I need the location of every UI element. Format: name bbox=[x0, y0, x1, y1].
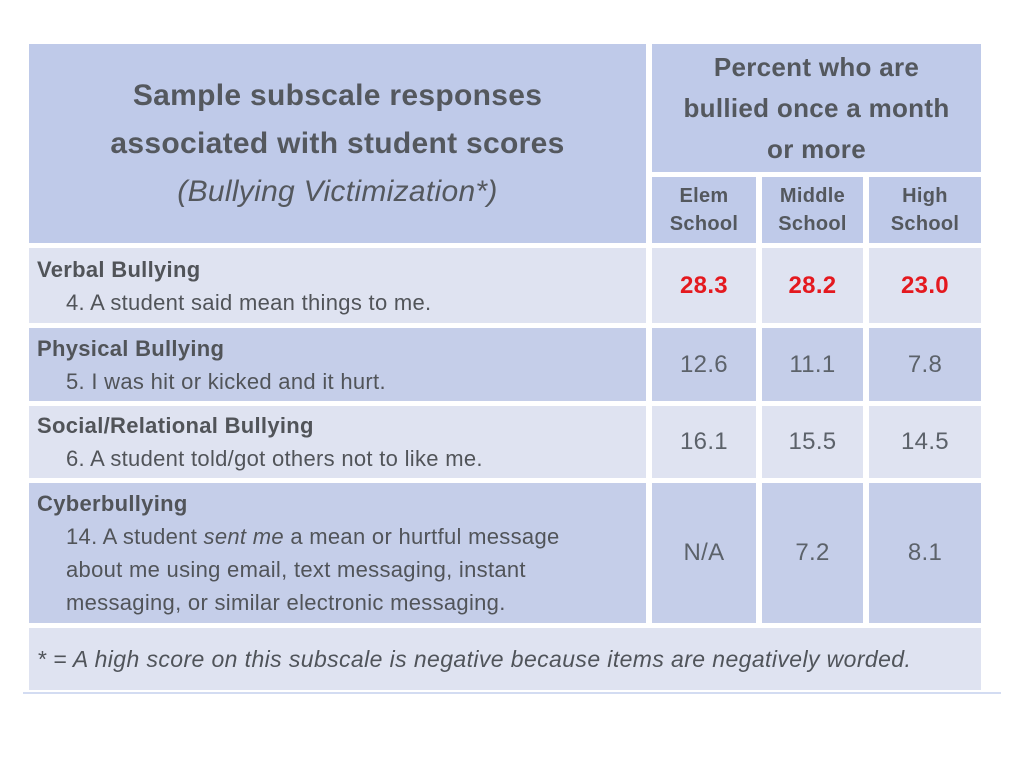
row-physical-label-cell: Physical Bullying 5. I was hit or kicked… bbox=[29, 328, 646, 401]
row-verbal-value-middle: 28.2 bbox=[762, 248, 863, 323]
row-social-value-middle: 15.5 bbox=[762, 406, 863, 478]
row-social-item: 6. A student told/got others not to like… bbox=[66, 446, 483, 471]
row-verbal-label-cell: Verbal Bullying 4. A student said mean t… bbox=[29, 248, 646, 323]
percent-header-line3: or more bbox=[767, 133, 866, 164]
table-title-cell: Sample subscale responses associated wit… bbox=[29, 44, 646, 243]
row-physical-value-elem: 12.6 bbox=[652, 328, 756, 401]
column-header-middle-school: Middle School bbox=[762, 177, 863, 243]
row-cyber-label-cell: Cyberbullying 14. A student sent me a me… bbox=[29, 483, 646, 623]
row-cyber-item-line2: about me using email, text messaging, in… bbox=[66, 557, 526, 582]
row-verbal-value-elem: 28.3 bbox=[652, 248, 756, 323]
table-title-subtitle: (Bullying Victimization*) bbox=[177, 174, 498, 208]
slide-bottom-rule bbox=[23, 692, 1001, 694]
row-physical-value-high: 7.8 bbox=[869, 328, 981, 401]
bullying-victimization-table: Sample subscale responses associated wit… bbox=[29, 44, 981, 690]
row-cyber-item-line1: 14. A student sent me a mean or hurtful … bbox=[66, 524, 560, 549]
row-physical-category: Physical Bullying bbox=[37, 335, 225, 361]
row-cyber-value-middle: 7.2 bbox=[762, 483, 863, 623]
row-social-value-elem: 16.1 bbox=[652, 406, 756, 478]
percent-header-line1: Percent who are bbox=[713, 51, 920, 82]
row-social-category: Social/Relational Bullying bbox=[37, 413, 314, 438]
row-cyber-item-italic: sent me bbox=[203, 524, 284, 549]
row-physical-value-middle: 11.1 bbox=[762, 328, 863, 401]
row-verbal-value-high: 23.0 bbox=[869, 248, 981, 323]
row-verbal-category: Verbal Bullying bbox=[37, 256, 201, 282]
row-social-value-high: 14.5 bbox=[869, 406, 981, 478]
table-title-line2: associated with student scores bbox=[110, 126, 565, 160]
column-header-elem-school: Elem School bbox=[652, 177, 756, 243]
row-cyber-category: Cyberbullying bbox=[37, 491, 188, 516]
row-physical-item: 5. I was hit or kicked and it hurt. bbox=[66, 368, 386, 394]
row-cyber-item-line3: messaging, or similar electronic messagi… bbox=[66, 590, 506, 615]
footnote-cell: * = A high score on this subscale is neg… bbox=[29, 628, 981, 690]
row-verbal-item: 4. A student said mean things to me. bbox=[66, 289, 432, 315]
row-social-label-cell: Social/Relational Bullying 6. A student … bbox=[29, 406, 646, 478]
percent-header-line2: bullied once a month bbox=[683, 92, 950, 123]
footnote-text: * = A high score on this subscale is neg… bbox=[37, 645, 912, 672]
row-cyber-value-high: 8.1 bbox=[869, 483, 981, 623]
row-cyber-value-elem: N/A bbox=[652, 483, 756, 623]
column-header-high-school: High School bbox=[869, 177, 981, 243]
percent-header-cell: Percent who are bullied once a month or … bbox=[652, 44, 981, 172]
table-title-line1: Sample subscale responses bbox=[132, 78, 543, 112]
